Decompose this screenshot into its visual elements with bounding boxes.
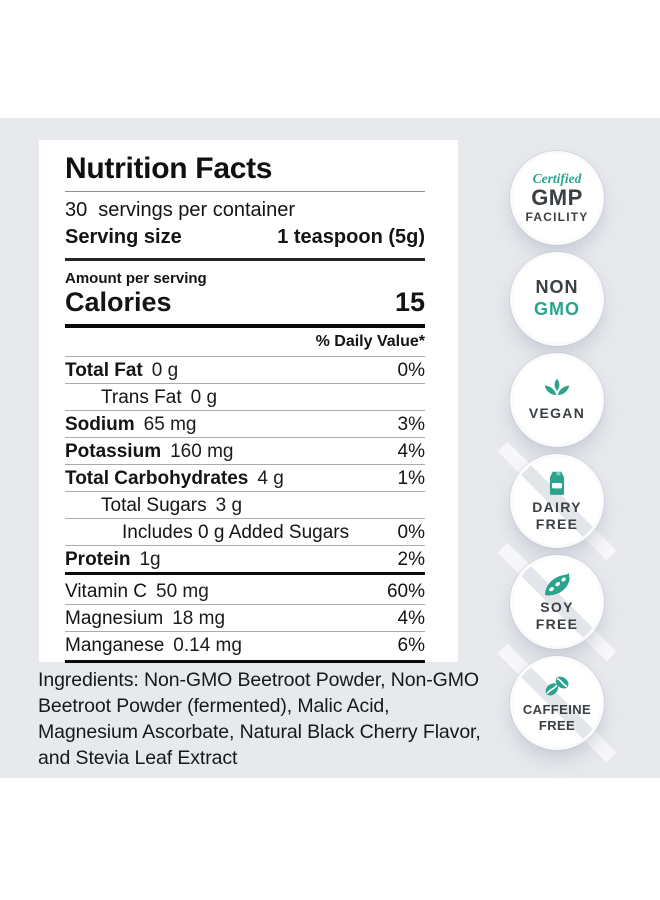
pea-pod-icon xyxy=(545,572,570,596)
row-daily-value: 2% xyxy=(397,549,425,571)
row-amount: 65 mg xyxy=(143,414,197,436)
nutrition-row-total-carbohydrates: Total Carbohydrates 4 g 1% xyxy=(65,465,425,493)
nutrition-row-total-sugars: Total Sugars 3 g xyxy=(65,492,425,520)
caffeine-free-line1: CAFFEINE xyxy=(522,701,592,717)
nutrition-row-total-fat: Total Fat 0 g 0% xyxy=(65,357,425,385)
milk-carton-icon xyxy=(549,471,565,495)
row-daily-value: 0% xyxy=(397,522,425,544)
nutrition-row-manganese: Manganese 0.14 mg 6% xyxy=(65,632,425,658)
amount-per-serving-label: Amount per serving xyxy=(65,269,207,287)
nutrition-row-sodium: Sodium 65 mg 3% xyxy=(65,411,425,439)
calories-label: Calories xyxy=(65,286,172,317)
nutrition-facts-panel: Nutrition Facts 30 servings per container… xyxy=(39,140,458,664)
row-amount: 0.14 mg xyxy=(173,635,242,657)
row-name: Protein xyxy=(65,549,131,571)
row-daily-value: 4% xyxy=(397,608,425,630)
row-name: Total Carbohydrates xyxy=(65,468,249,490)
non-gmo-line1: NON xyxy=(535,277,579,298)
gmp-text: GMP xyxy=(531,185,583,211)
divider xyxy=(65,660,425,664)
serving-size-label: Serving size xyxy=(65,225,182,248)
soy-free-line1: SOY xyxy=(540,598,574,615)
badge-non-gmo: NON GMO xyxy=(505,247,609,351)
row-amount: 4 g xyxy=(257,468,284,490)
divider xyxy=(65,572,425,576)
nutrition-row-protein: Protein 1g 2% xyxy=(65,546,425,572)
soy-free-line2: FREE xyxy=(535,615,579,632)
row-daily-value: 60% xyxy=(386,581,425,603)
row-name: Vitamin C xyxy=(65,581,148,603)
dairy-free-line1: DAIRY xyxy=(532,498,582,515)
gmp-certified-text: Certified xyxy=(532,170,582,186)
nutrition-row-vitamin-c: Vitamin C 50 mg 60% xyxy=(65,575,425,606)
badge-gmp-facility: Certified GMP FACILITY xyxy=(505,146,609,250)
coffee-beans-icon xyxy=(545,676,569,696)
calories-value: 15 xyxy=(394,286,425,317)
nutrition-row-added-sugars: Includes 0 g Added Sugars 0% xyxy=(65,519,425,547)
serving-size-value: 1 teaspoon (5g) xyxy=(277,225,425,248)
gmp-facility-text: FACILITY xyxy=(525,210,589,225)
leaf-sprout-icon xyxy=(544,378,570,396)
row-daily-value: 6% xyxy=(397,635,425,657)
nutrition-row-potassium: Potassium 160 mg 4% xyxy=(65,438,425,466)
row-amount: 160 mg xyxy=(170,441,234,463)
servings-text: servings per container xyxy=(98,198,296,221)
nutrition-facts-title: Nutrition Facts xyxy=(65,152,273,185)
nutrition-row-magnesium: Magnesium 18 mg 4% xyxy=(65,605,425,633)
row-daily-value: 3% xyxy=(397,414,425,436)
row-name: Total Sugars xyxy=(101,495,207,517)
row-amount: 3 g xyxy=(215,495,243,517)
badge-dairy-free: DAIRY FREE xyxy=(497,441,617,561)
row-name: Trans Fat xyxy=(101,387,182,409)
row-name: Potassium xyxy=(65,441,162,463)
non-gmo-line2: GMO xyxy=(534,299,580,319)
row-name: Includes 0 g Added Sugars xyxy=(122,522,350,544)
servings-per-container: 30 servings per container xyxy=(65,198,425,222)
row-name: Magnesium xyxy=(65,608,164,630)
row-amount: 50 mg xyxy=(156,581,209,603)
divider xyxy=(65,324,425,329)
caffeine-free-line2: FREE xyxy=(538,717,576,733)
row-name: Manganese xyxy=(65,635,165,657)
nutrition-row-trans-fat: Trans Fat 0 g xyxy=(65,384,425,412)
row-name: Sodium xyxy=(65,414,135,436)
divider xyxy=(65,257,425,261)
row-amount: 1g xyxy=(139,549,161,571)
ingredients-text: Ingredients: Non-GMO Beetroot Powder, No… xyxy=(38,669,481,769)
row-amount: 18 mg xyxy=(172,608,226,630)
row-amount: 0 g xyxy=(151,360,179,382)
badge-vegan: VEGAN xyxy=(505,348,609,452)
row-daily-value: 1% xyxy=(397,468,425,490)
badge-soy-free: SOY FREE xyxy=(497,542,617,662)
badge-caffeine-free: CAFFEINE FREE xyxy=(497,643,617,763)
row-amount: 0 g xyxy=(190,387,218,409)
calories-row: Calories 15 xyxy=(65,286,425,318)
daily-value-header: % Daily Value* xyxy=(65,328,425,358)
divider xyxy=(65,190,425,192)
vegan-label: VEGAN xyxy=(528,405,586,422)
row-daily-value: 0% xyxy=(397,360,425,382)
serving-size-row: Serving size 1 teaspoon (5g) xyxy=(65,225,425,249)
row-name: Total Fat xyxy=(65,360,143,382)
servings-count: 30 xyxy=(65,198,88,221)
row-daily-value: 4% xyxy=(397,441,425,463)
dairy-free-line2: FREE xyxy=(535,515,579,532)
